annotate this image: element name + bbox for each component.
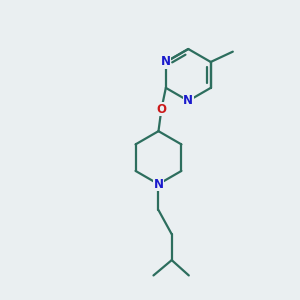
Text: N: N: [161, 56, 171, 68]
Text: N: N: [183, 94, 193, 107]
Text: O: O: [156, 103, 167, 116]
Text: N: N: [154, 178, 164, 191]
